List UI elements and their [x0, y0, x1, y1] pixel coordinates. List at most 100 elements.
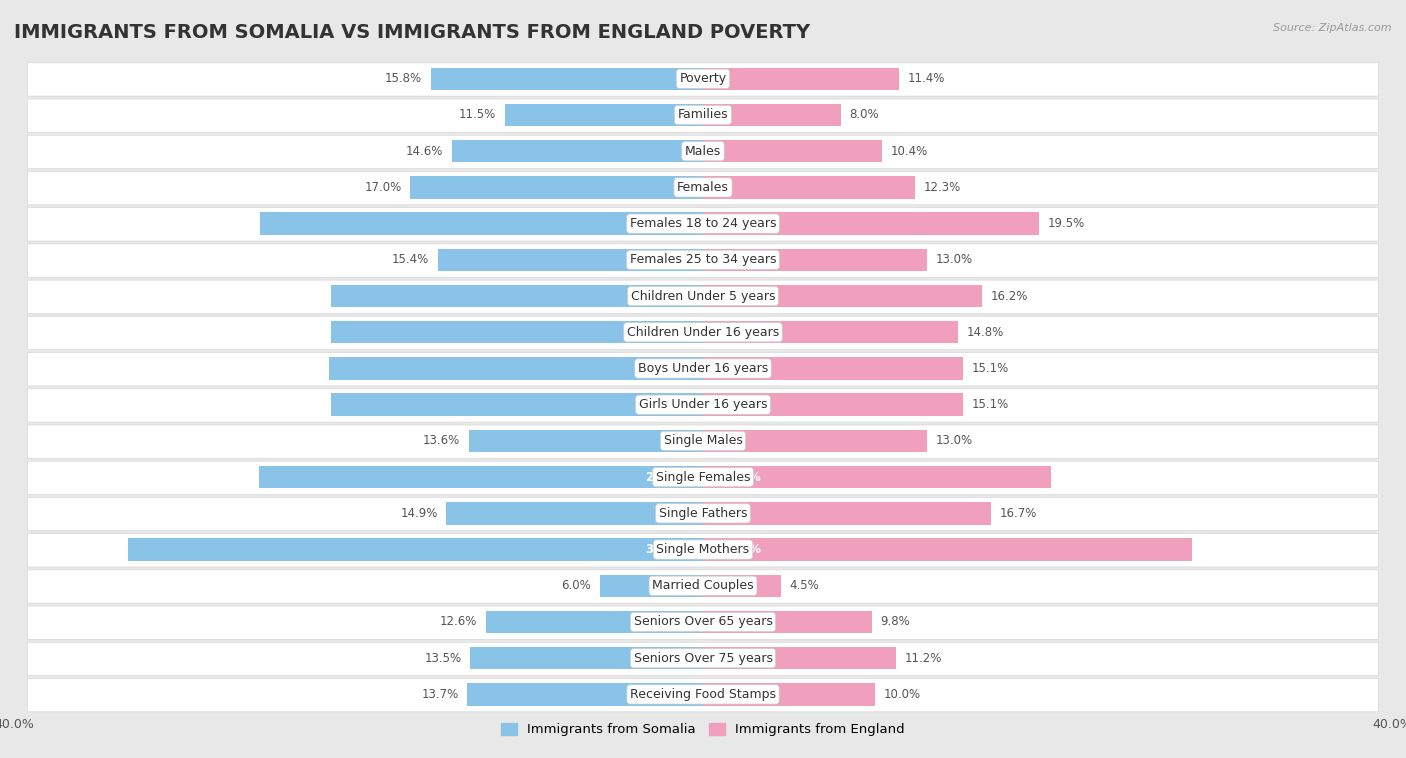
Text: Receiving Food Stamps: Receiving Food Stamps [630, 688, 776, 701]
Text: Single Fathers: Single Fathers [659, 507, 747, 520]
Text: 33.4%: 33.4% [645, 543, 686, 556]
Bar [703, 357, 963, 380]
Text: Females 25 to 34 years: Females 25 to 34 years [630, 253, 776, 266]
Text: IMMIGRANTS FROM SOMALIA VS IMMIGRANTS FROM ENGLAND POVERTY: IMMIGRANTS FROM SOMALIA VS IMMIGRANTS FR… [14, 23, 810, 42]
Text: 10.0%: 10.0% [884, 688, 921, 701]
Bar [703, 538, 1192, 561]
Bar [703, 212, 1039, 235]
FancyBboxPatch shape [28, 425, 1378, 459]
FancyBboxPatch shape [28, 63, 1378, 96]
Bar [330, 321, 703, 343]
Text: 4.5%: 4.5% [789, 579, 818, 592]
Text: Poverty: Poverty [679, 72, 727, 85]
Text: 21.6%: 21.6% [645, 326, 686, 339]
Text: 8.0%: 8.0% [849, 108, 879, 121]
Bar [703, 140, 882, 162]
Bar [703, 176, 915, 199]
Text: 25.8%: 25.8% [645, 471, 686, 484]
Text: Seniors Over 75 years: Seniors Over 75 years [634, 652, 772, 665]
Text: Families: Families [678, 108, 728, 121]
Text: Females 18 to 24 years: Females 18 to 24 years [630, 217, 776, 230]
FancyBboxPatch shape [28, 678, 1378, 712]
Text: Source: ZipAtlas.com: Source: ZipAtlas.com [1274, 23, 1392, 33]
Text: Single Mothers: Single Mothers [657, 543, 749, 556]
Text: 13.6%: 13.6% [423, 434, 460, 447]
Bar [468, 430, 703, 452]
FancyBboxPatch shape [28, 244, 1378, 277]
Text: 14.6%: 14.6% [405, 145, 443, 158]
Text: 15.1%: 15.1% [972, 362, 1010, 375]
Text: Females: Females [678, 181, 728, 194]
FancyBboxPatch shape [28, 389, 1378, 422]
Bar [703, 683, 875, 706]
Bar [703, 430, 927, 452]
Text: 9.8%: 9.8% [880, 615, 910, 628]
Text: 21.6%: 21.6% [645, 290, 686, 302]
FancyBboxPatch shape [28, 208, 1378, 241]
Text: 14.8%: 14.8% [966, 326, 1004, 339]
Bar [451, 140, 703, 162]
Text: 16.2%: 16.2% [991, 290, 1028, 302]
Text: Single Females: Single Females [655, 471, 751, 484]
FancyBboxPatch shape [28, 280, 1378, 313]
FancyBboxPatch shape [28, 171, 1378, 205]
Text: Girls Under 16 years: Girls Under 16 years [638, 398, 768, 411]
Text: Seniors Over 65 years: Seniors Over 65 years [634, 615, 772, 628]
Text: Married Couples: Married Couples [652, 579, 754, 592]
Bar [703, 647, 896, 669]
Text: 11.4%: 11.4% [908, 72, 945, 85]
Text: 12.3%: 12.3% [924, 181, 960, 194]
Bar [259, 466, 703, 488]
Bar [260, 212, 703, 235]
Text: Children Under 16 years: Children Under 16 years [627, 326, 779, 339]
Bar [703, 285, 981, 307]
FancyBboxPatch shape [28, 99, 1378, 133]
Bar [703, 611, 872, 633]
Bar [330, 285, 703, 307]
Bar [411, 176, 703, 199]
Bar [703, 321, 957, 343]
Bar [467, 683, 703, 706]
Text: 11.5%: 11.5% [460, 108, 496, 121]
Bar [505, 104, 703, 126]
Text: 21.7%: 21.7% [645, 362, 686, 375]
Legend: Immigrants from Somalia, Immigrants from England: Immigrants from Somalia, Immigrants from… [495, 718, 911, 742]
Text: 15.4%: 15.4% [392, 253, 429, 266]
Text: 25.7%: 25.7% [645, 217, 686, 230]
Bar [703, 575, 780, 597]
Text: 15.1%: 15.1% [972, 398, 1010, 411]
Bar [703, 104, 841, 126]
Bar [703, 502, 991, 525]
Text: 13.0%: 13.0% [935, 253, 973, 266]
Bar [703, 249, 927, 271]
Bar [329, 357, 703, 380]
Bar [486, 611, 703, 633]
Bar [330, 393, 703, 416]
FancyBboxPatch shape [28, 497, 1378, 531]
Bar [471, 647, 703, 669]
Bar [703, 466, 1050, 488]
Text: 12.6%: 12.6% [440, 615, 478, 628]
Text: 19.5%: 19.5% [1047, 217, 1084, 230]
FancyBboxPatch shape [28, 534, 1378, 567]
Bar [703, 393, 963, 416]
Bar [437, 249, 703, 271]
Text: 17.0%: 17.0% [364, 181, 402, 194]
Text: Males: Males [685, 145, 721, 158]
Text: 13.5%: 13.5% [425, 652, 461, 665]
Text: Children Under 5 years: Children Under 5 years [631, 290, 775, 302]
FancyBboxPatch shape [28, 352, 1378, 386]
Text: 11.2%: 11.2% [904, 652, 942, 665]
Bar [703, 67, 900, 90]
Text: 13.7%: 13.7% [422, 688, 458, 701]
FancyBboxPatch shape [28, 316, 1378, 349]
Text: 6.0%: 6.0% [561, 579, 591, 592]
Text: 20.2%: 20.2% [720, 471, 761, 484]
Text: 28.4%: 28.4% [720, 543, 761, 556]
Text: 10.4%: 10.4% [891, 145, 928, 158]
Text: 15.8%: 15.8% [385, 72, 422, 85]
Text: 16.7%: 16.7% [1000, 507, 1036, 520]
FancyBboxPatch shape [28, 135, 1378, 168]
Text: 13.0%: 13.0% [935, 434, 973, 447]
FancyBboxPatch shape [28, 606, 1378, 639]
